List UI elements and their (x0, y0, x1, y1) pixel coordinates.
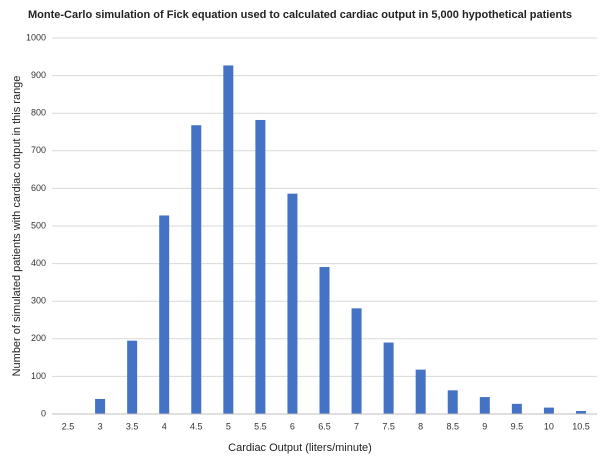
y-tick-label: 600 (31, 183, 46, 193)
bar (543, 407, 554, 414)
bar (383, 342, 394, 414)
bar (255, 119, 266, 414)
bar (287, 193, 298, 414)
bar (127, 340, 138, 414)
y-axis-label: Number of simulated patients with cardia… (11, 76, 23, 377)
bar (223, 65, 234, 414)
x-tick-label: 4 (162, 421, 167, 431)
bar (575, 410, 586, 414)
bar (95, 398, 106, 414)
bar (511, 403, 522, 414)
y-tick-label: 500 (31, 220, 46, 230)
y-tick-label: 400 (31, 258, 46, 268)
x-tick-label: 10.5 (572, 421, 590, 431)
x-tick-label: 2.5 (62, 421, 75, 431)
x-tick-label: 3.5 (126, 421, 139, 431)
x-tick-label: 9 (482, 421, 487, 431)
chart-title: Monte-Carlo simulation of Fick equation … (28, 9, 572, 21)
x-tick-label: 7.5 (382, 421, 395, 431)
x-tick-label: 8.5 (446, 421, 459, 431)
x-tick-label: 4.5 (190, 421, 203, 431)
y-tick-label: 900 (31, 70, 46, 80)
y-tick-label: 700 (31, 145, 46, 155)
bar (479, 397, 490, 414)
x-tick-label: 5 (226, 421, 231, 431)
bar (319, 266, 330, 414)
x-tick-label: 3 (98, 421, 103, 431)
x-tick-label: 9.5 (511, 421, 524, 431)
x-tick-label: 8 (418, 421, 423, 431)
y-tick-label: 100 (31, 371, 46, 381)
bar (351, 308, 362, 414)
x-axis-label: Cardiac Output (liters/minute) (228, 442, 372, 454)
x-tick-label: 6 (290, 421, 295, 431)
y-tick-label: 200 (31, 333, 46, 343)
bar (191, 125, 202, 415)
x-tick-label: 5.5 (254, 421, 267, 431)
x-tick-label: 7 (354, 421, 359, 431)
y-tick-label: 1000 (26, 32, 46, 42)
x-tick-label: 10 (544, 421, 554, 431)
bar (415, 369, 426, 414)
bar (159, 215, 170, 414)
y-tick-label: 300 (31, 296, 46, 306)
y-tick-label: 800 (31, 108, 46, 118)
bar (447, 390, 458, 414)
x-tick-label: 6.5 (318, 421, 331, 431)
y-tick-label: 0 (41, 408, 46, 418)
